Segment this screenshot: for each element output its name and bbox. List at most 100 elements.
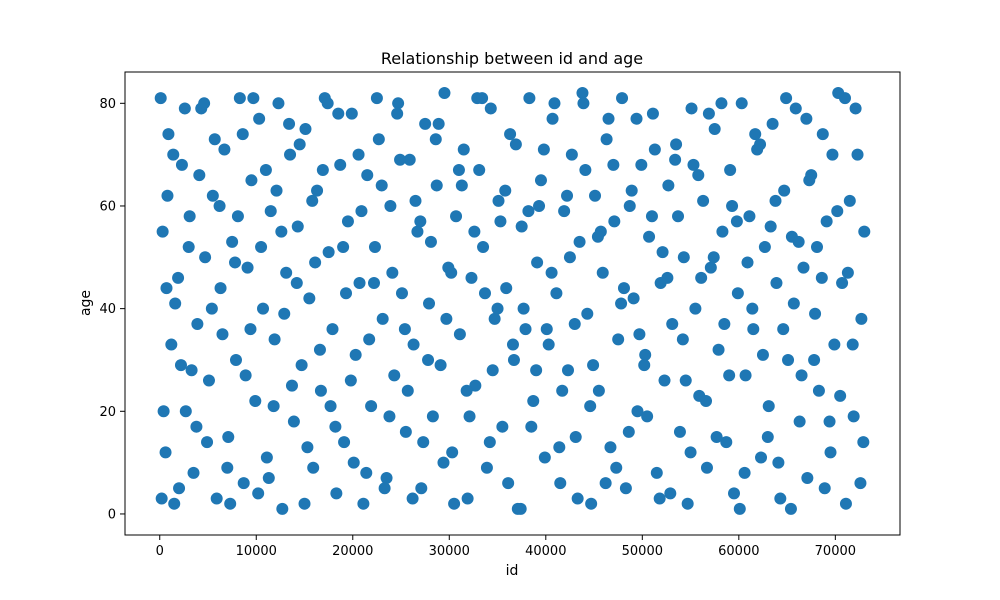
data-point	[473, 164, 486, 177]
data-point	[233, 92, 246, 105]
data-point	[378, 482, 391, 495]
data-point	[641, 410, 654, 423]
data-point	[345, 107, 358, 120]
data-point	[260, 451, 273, 464]
data-point	[168, 497, 181, 510]
data-point	[625, 184, 638, 197]
data-point	[658, 374, 671, 387]
data-point	[716, 225, 729, 238]
data-point	[558, 205, 571, 218]
data-point	[409, 194, 422, 207]
data-point	[326, 323, 339, 336]
data-point	[376, 312, 389, 325]
data-point	[245, 174, 258, 187]
data-point	[712, 343, 725, 356]
data-point	[514, 502, 527, 515]
data-point	[403, 153, 416, 166]
data-point	[363, 333, 376, 346]
data-point	[507, 353, 520, 366]
data-point	[619, 482, 632, 495]
data-point	[522, 205, 535, 218]
data-point	[631, 405, 644, 418]
data-point	[160, 282, 173, 295]
data-point	[338, 436, 351, 449]
data-point	[291, 220, 304, 233]
data-point	[311, 184, 324, 197]
data-point	[715, 97, 728, 110]
x-tick-label: 20000	[332, 544, 373, 559]
data-point	[565, 148, 578, 161]
data-point	[815, 271, 828, 284]
data-point	[553, 441, 566, 454]
data-point	[388, 369, 401, 382]
data-point	[476, 92, 489, 105]
data-point	[241, 261, 254, 274]
data-point	[704, 261, 717, 274]
data-point	[639, 348, 652, 361]
data-point	[361, 169, 374, 182]
data-point	[743, 210, 756, 223]
data-point	[581, 307, 594, 320]
data-point	[394, 153, 407, 166]
data-point	[604, 441, 617, 454]
data-point	[218, 143, 231, 156]
data-point	[502, 477, 515, 490]
data-point	[430, 179, 443, 192]
data-point	[723, 369, 736, 382]
data-point	[429, 133, 442, 146]
data-point	[546, 112, 559, 125]
data-point	[809, 307, 822, 320]
data-point	[484, 102, 497, 115]
data-point	[453, 328, 466, 341]
data-point	[455, 179, 468, 192]
data-point	[689, 302, 702, 315]
x-tick-label: 30000	[429, 544, 470, 559]
data-point	[357, 497, 370, 510]
data-point	[285, 379, 298, 392]
data-point	[600, 133, 613, 146]
data-point	[766, 117, 779, 130]
data-point	[684, 446, 697, 459]
data-point	[156, 225, 169, 238]
data-point	[162, 128, 175, 141]
data-point	[646, 107, 659, 120]
data-point	[278, 307, 291, 320]
data-point	[183, 210, 196, 223]
x-tick-label: 40000	[525, 544, 566, 559]
data-point	[596, 266, 609, 279]
y-tick-label: 20	[99, 405, 116, 420]
data-point	[563, 251, 576, 264]
data-point	[290, 276, 303, 289]
data-point	[851, 148, 864, 161]
data-point	[730, 215, 743, 228]
data-point	[592, 384, 605, 397]
data-point	[731, 287, 744, 300]
data-point	[384, 199, 397, 212]
data-point	[808, 353, 821, 366]
data-point	[465, 271, 478, 284]
data-point	[452, 164, 465, 177]
x-tick-label: 60000	[718, 544, 759, 559]
data-point	[492, 194, 505, 207]
data-point	[340, 287, 353, 300]
data-point	[262, 472, 275, 485]
data-point	[268, 333, 281, 346]
data-point	[571, 492, 584, 505]
data-point	[515, 220, 528, 233]
data-point	[257, 302, 270, 315]
data-point	[697, 194, 710, 207]
data-point	[540, 323, 553, 336]
data-point	[267, 400, 280, 413]
data-point	[615, 297, 628, 310]
data-point	[610, 461, 623, 474]
data-point	[681, 497, 694, 510]
data-point	[314, 384, 327, 397]
data-point	[380, 472, 393, 485]
data-point	[208, 133, 221, 146]
data-point	[434, 359, 447, 372]
data-point	[754, 138, 767, 151]
data-point	[499, 184, 512, 197]
data-point	[386, 266, 399, 279]
data-point	[206, 189, 219, 202]
